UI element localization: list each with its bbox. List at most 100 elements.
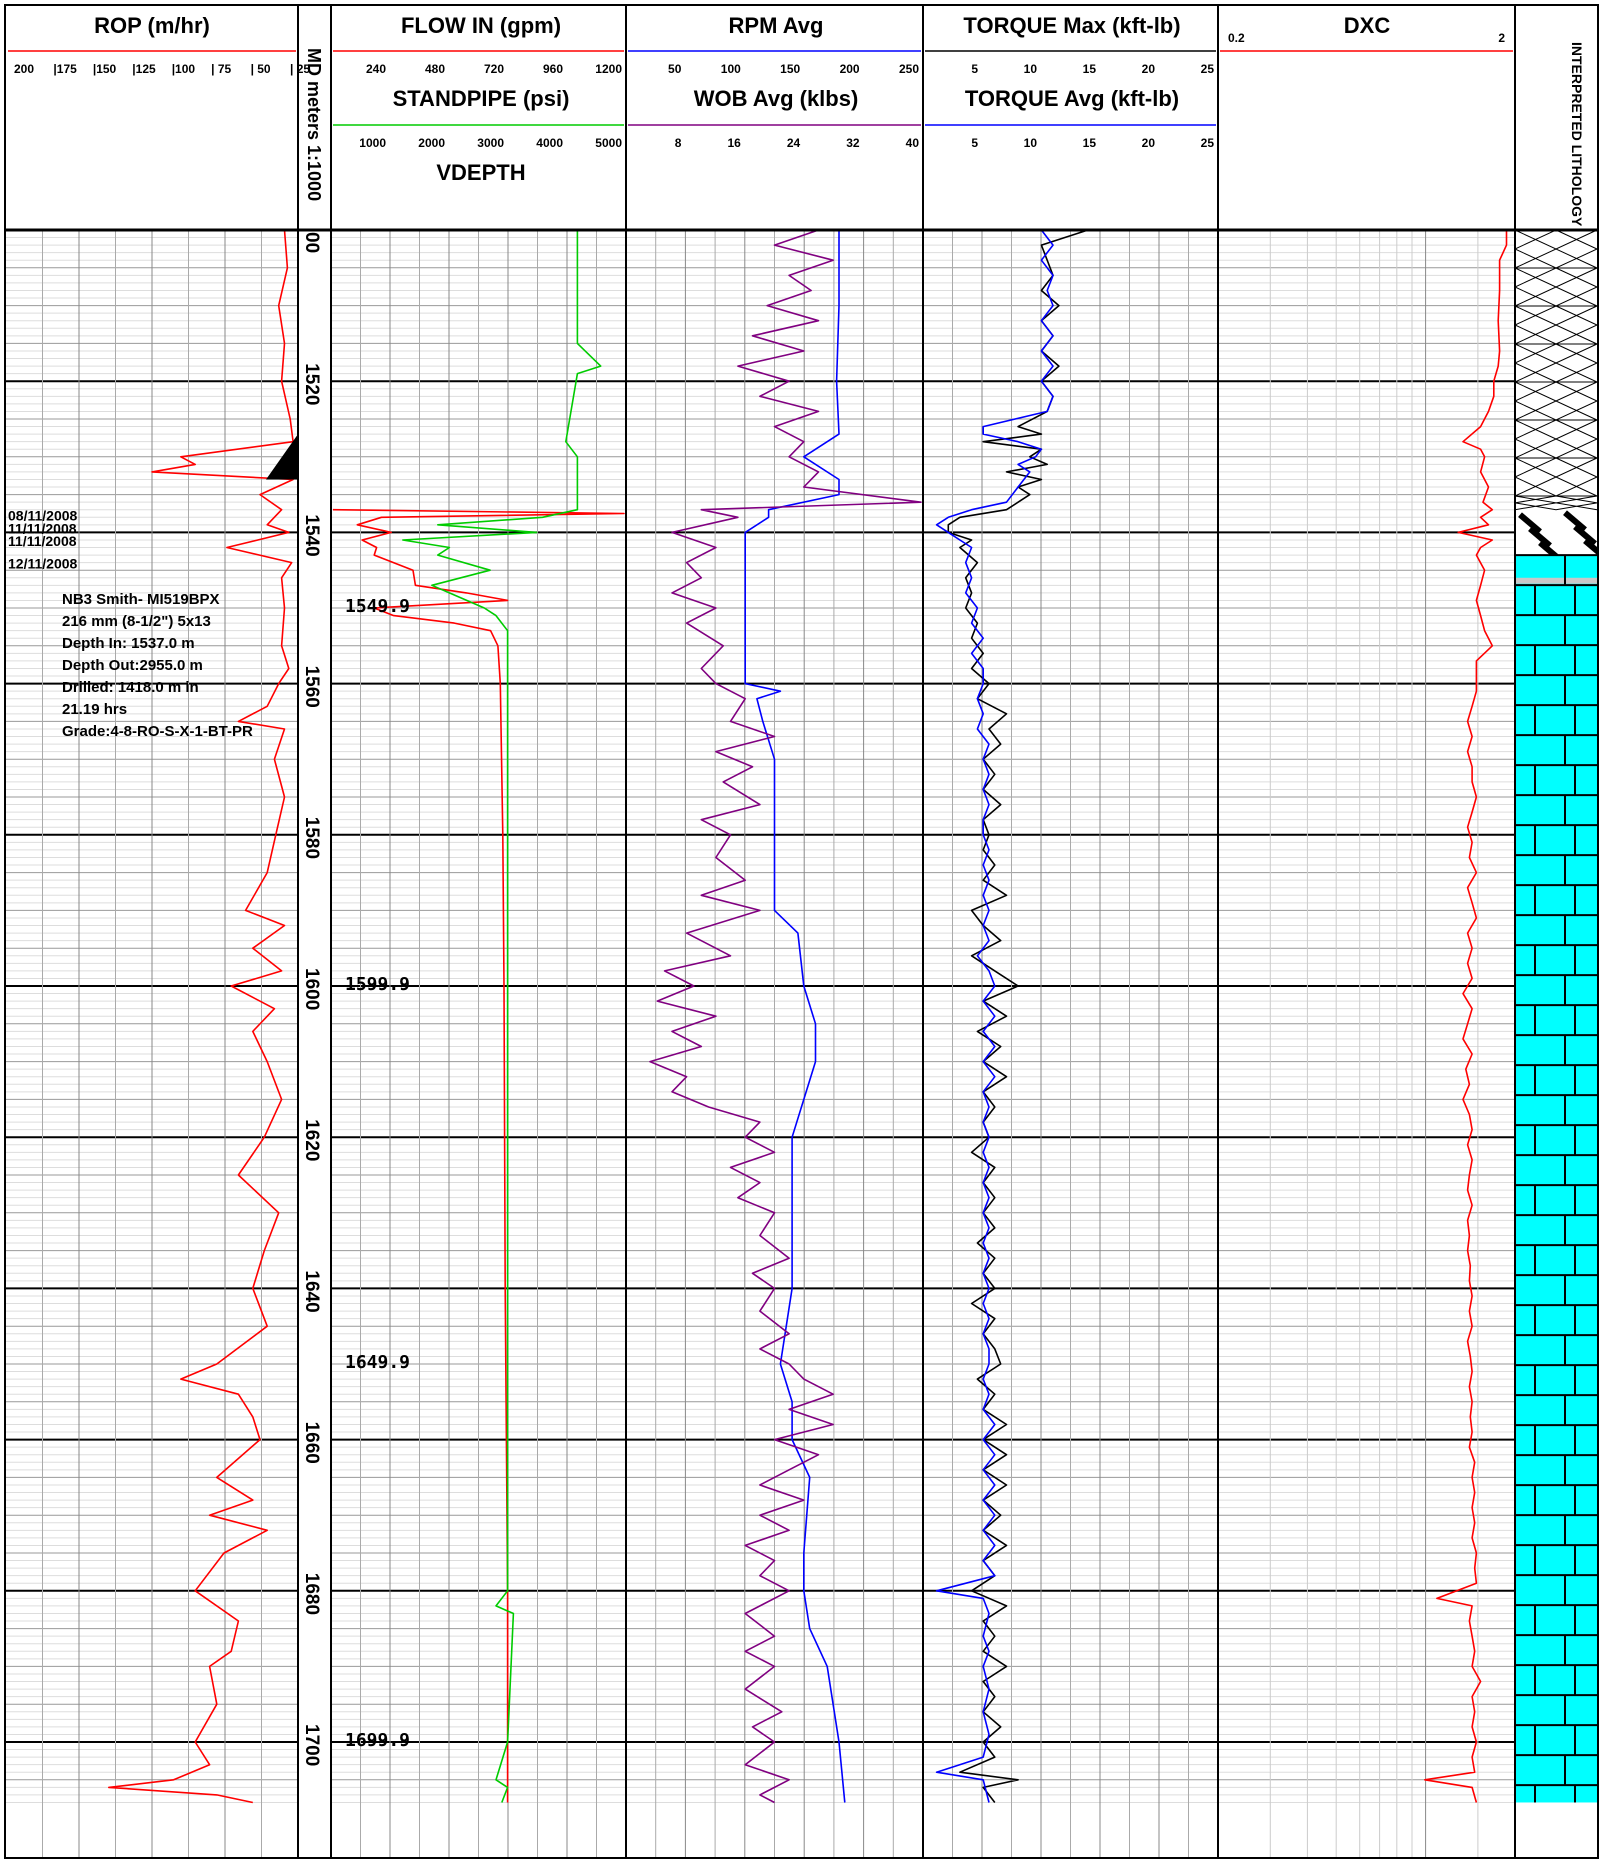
lithology-track bbox=[1513, 229, 1599, 1803]
depth-label: 1580 bbox=[301, 817, 322, 859]
depth-label: 1700 bbox=[301, 1724, 322, 1766]
scale-tick-label: 16 bbox=[727, 136, 741, 150]
shale-dash bbox=[1573, 524, 1597, 547]
scale-tick-label: |100 bbox=[172, 62, 196, 76]
scale-tick-label: 240 bbox=[366, 62, 386, 76]
limestone-fill bbox=[1515, 555, 1597, 1803]
standpipe-psi-curve bbox=[401, 230, 602, 1803]
bit-info-line: Depth In: 1537.0 m bbox=[62, 635, 195, 652]
torque-avg-title: TORQUE Avg (kft-lb) bbox=[965, 86, 1179, 111]
scale-tick-label: 5000 bbox=[595, 136, 622, 150]
scale-tick-label: 480 bbox=[425, 62, 445, 76]
rpm-ticks: 50 100 150 200 250 bbox=[668, 62, 919, 76]
dxc-min-label: 0.2 bbox=[1228, 31, 1245, 45]
outer-frame bbox=[4, 4, 1599, 1859]
depth-track-title: MD meters 1:1000 bbox=[304, 48, 324, 201]
depth-label: 1640 bbox=[301, 1270, 322, 1312]
crosshatch-pattern bbox=[1513, 381, 1599, 421]
scale-tick-label: 2000 bbox=[418, 136, 445, 150]
shale-dash bbox=[1528, 526, 1552, 549]
flow-title: FLOW IN (gpm) bbox=[401, 13, 561, 38]
shale-dash bbox=[1563, 510, 1587, 533]
vdepth-labels: 1549.9 1599.9 1649.9 1699.9 bbox=[345, 596, 410, 1751]
bit-info-line: Drilled: 1418.0 m in bbox=[62, 679, 199, 696]
bit-info-line: Grade:4-8-RO-S-X-1-BT-PR bbox=[62, 723, 253, 740]
depth-label: 1520 bbox=[301, 363, 322, 405]
scale-tick-label: 5 bbox=[971, 136, 978, 150]
date-label: 08/11/2008 bbox=[8, 507, 78, 523]
wob-title: WOB Avg (klbs) bbox=[694, 86, 859, 111]
depth-label: 1560 bbox=[301, 666, 322, 708]
annotations: 08/11/200811/11/200811/11/200812/11/2008… bbox=[8, 507, 253, 740]
curves bbox=[108, 229, 1508, 1804]
scale-tick-label: 20 bbox=[1142, 136, 1156, 150]
scale-tick-label: | 75 bbox=[211, 62, 231, 76]
crosshatch-pattern bbox=[1513, 419, 1599, 459]
scale-tick-label: 24 bbox=[787, 136, 801, 150]
scale-tick-label: 1000 bbox=[359, 136, 386, 150]
vdepth-label: 1699.9 bbox=[345, 1730, 410, 1751]
header: ROP (m/hr) 200 |175 |150 |125 |100 | 75 | 50 | … bbox=[14, 13, 1585, 227]
rop-title: ROP (m/hr) bbox=[94, 13, 210, 38]
wob-ticks: 8 16 24 32 40 bbox=[675, 136, 920, 150]
date-label: 12/11/2008 bbox=[8, 555, 78, 571]
scale-tick-label: |150 bbox=[93, 62, 117, 76]
vdepth-label: 1649.9 bbox=[345, 1352, 410, 1373]
shale-dash bbox=[1518, 512, 1542, 535]
scale-tick-label: 250 bbox=[899, 62, 919, 76]
dxc-title: DXC bbox=[1344, 13, 1391, 38]
date-label: 11/11/2008 bbox=[8, 533, 77, 549]
scale-tick-label: 200 bbox=[14, 62, 34, 76]
scale-tick-label: 3000 bbox=[477, 136, 504, 150]
rop-ticks: 200 |175 |150 |125 |100 | 75 | 50 | 25 bbox=[14, 62, 310, 76]
scale-tick-label: 100 bbox=[721, 62, 741, 76]
bit-info-line: 216 mm (8-1/2") 5x13 bbox=[62, 613, 211, 630]
crosshatch-pattern bbox=[1513, 305, 1599, 345]
dxc-curve bbox=[1424, 230, 1508, 1803]
torque-max-ticks: 5 10 15 20 25 bbox=[971, 62, 1214, 76]
depth-label: 1600 bbox=[301, 968, 322, 1010]
bit-info-line: Depth Out:2955.0 m bbox=[62, 657, 203, 674]
torque-avg-kft-lb-curve bbox=[935, 229, 1054, 1803]
depth-label: 1680 bbox=[301, 1573, 322, 1615]
scale-tick-label: 25 bbox=[1201, 62, 1215, 76]
lithology-title: INTERPRETED LITHOLOGY bbox=[1569, 42, 1585, 227]
rpm-title: RPM Avg bbox=[729, 13, 824, 38]
rop-m-hr-curve bbox=[108, 229, 294, 1804]
crosshatch-pattern bbox=[1513, 267, 1599, 307]
vdepth-label: 1599.9 bbox=[345, 974, 410, 995]
scale-tick-label: | 25 bbox=[290, 62, 310, 76]
depth-label: 1660 bbox=[301, 1422, 322, 1464]
shale-dash bbox=[1583, 538, 1599, 557]
scale-tick-label: 40 bbox=[906, 136, 920, 150]
scale-tick-label: 4000 bbox=[536, 136, 563, 150]
limestone-streak bbox=[1515, 577, 1597, 584]
scale-tick-label: 10 bbox=[1024, 62, 1038, 76]
scale-tick-label: 720 bbox=[484, 62, 504, 76]
scale-tick-label: 960 bbox=[543, 62, 563, 76]
rpm-avg-curve bbox=[744, 230, 846, 1803]
standpipe-ticks: 1000 2000 3000 4000 5000 bbox=[359, 136, 622, 150]
torque-avg-ticks: 5 10 15 20 25 bbox=[971, 136, 1214, 150]
date-label: 11/11/2008 bbox=[8, 521, 77, 537]
depth-label: 1540 bbox=[301, 514, 322, 556]
flow-in-gpm-curve bbox=[332, 508, 625, 1803]
dxc-max-label: 2 bbox=[1498, 31, 1505, 45]
scale-tick-label: 25 bbox=[1201, 136, 1215, 150]
depth-labels: 00 1520 1540 1560 1580 1600 1620 1640 1660 1680 17… bbox=[301, 232, 322, 1766]
crosshatch-pattern bbox=[1513, 343, 1599, 383]
scale-tick-label: 10 bbox=[1024, 136, 1038, 150]
scale-tick-label: | 50 bbox=[251, 62, 271, 76]
vdepth-title: VDEPTH bbox=[436, 160, 525, 185]
bit-info-line: 21.19 hrs bbox=[62, 701, 127, 718]
scale-tick-label: 1200 bbox=[595, 62, 622, 76]
scale-tick-label: 5 bbox=[971, 62, 978, 76]
depth-label: 1620 bbox=[301, 1119, 322, 1161]
crosshatch-pattern bbox=[1513, 229, 1599, 269]
bit-run-marker bbox=[266, 434, 298, 480]
scale-tick-label: 8 bbox=[675, 136, 682, 150]
scale-tick-label: 15 bbox=[1083, 136, 1097, 150]
scale-tick-label: 20 bbox=[1142, 62, 1156, 76]
depth-label: 00 bbox=[301, 232, 322, 253]
